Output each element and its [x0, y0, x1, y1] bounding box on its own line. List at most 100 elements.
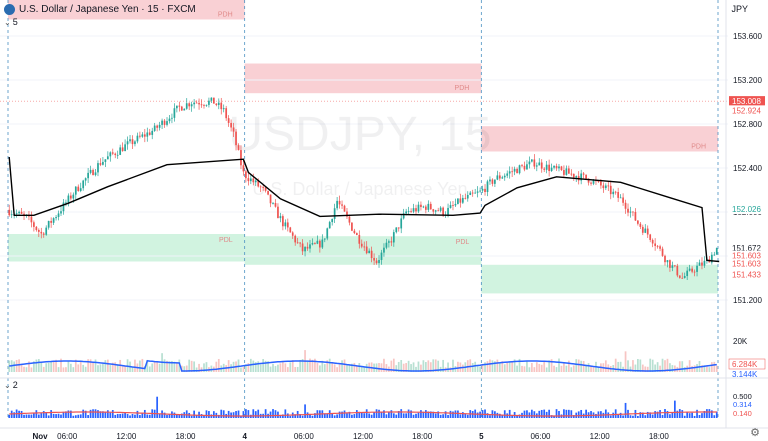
osc-bar	[277, 411, 279, 418]
osc-bar	[548, 409, 550, 418]
candle-body	[614, 191, 617, 193]
osc-bar	[498, 413, 501, 418]
volume-axis-label: 20K	[733, 337, 748, 346]
level5-label-badge	[729, 269, 765, 280]
candle-body	[156, 125, 159, 128]
candle-body	[57, 213, 60, 218]
candle-body	[535, 165, 538, 167]
candle-body	[425, 206, 427, 210]
osc-bar	[242, 411, 245, 418]
volume-bar	[617, 361, 620, 372]
candle-body	[249, 178, 252, 182]
osc-bar	[612, 412, 615, 418]
osc-bar	[681, 410, 684, 418]
volume-bar	[572, 365, 575, 372]
candle-body	[545, 164, 548, 170]
zone-label-1: PDH	[455, 85, 470, 92]
candle-body	[333, 208, 336, 219]
osc-bar	[639, 412, 642, 418]
gear-icon[interactable]: ⚙	[750, 427, 760, 439]
osc-bar	[180, 413, 183, 418]
volume-bar	[269, 366, 272, 372]
osc-bar	[294, 414, 297, 418]
osc-bar	[523, 410, 526, 418]
candle-body	[143, 134, 146, 137]
osc-bar	[245, 409, 247, 418]
volume-bar	[447, 362, 449, 372]
price-last2-label-badge	[729, 243, 765, 254]
volume-bar	[316, 363, 319, 372]
volume-bar	[656, 362, 659, 372]
volume-bar	[166, 360, 168, 372]
volume-bar	[274, 366, 277, 372]
candle-body	[97, 163, 99, 173]
candle-body	[282, 216, 284, 227]
candle-body	[245, 171, 247, 179]
osc-bar	[388, 411, 390, 418]
osc-bar	[461, 412, 464, 418]
volume-bar	[240, 367, 242, 372]
volume-bar	[481, 364, 484, 372]
level4-label-badge	[729, 258, 765, 269]
indicator-toggle[interactable]: ⌄ 5	[4, 17, 18, 27]
candle-body	[691, 268, 693, 272]
osc-bar	[432, 411, 435, 418]
osc-bar	[205, 410, 208, 418]
volume-bar	[476, 366, 479, 372]
osc-bar	[664, 409, 666, 418]
volume-bar	[415, 366, 417, 372]
volume-bar	[400, 360, 403, 372]
volume-bar	[62, 367, 65, 372]
osc-bar	[65, 411, 67, 418]
candle-body	[634, 211, 637, 221]
candle-body	[203, 105, 205, 106]
volume-bar	[479, 366, 481, 372]
osc-bar	[82, 409, 85, 418]
osc-bar	[688, 413, 691, 418]
candle-body	[410, 210, 412, 212]
candle-body	[166, 121, 168, 125]
candle-body	[323, 238, 326, 240]
osc-bar	[696, 409, 698, 418]
candle-body	[124, 144, 126, 152]
osc-bar	[74, 415, 77, 418]
candle-body	[422, 206, 425, 208]
osc-bar	[676, 410, 679, 418]
candle-body	[45, 227, 48, 235]
volume-bar	[397, 361, 400, 372]
volume-bar	[92, 362, 94, 372]
candle-body	[355, 233, 358, 235]
osc-bar	[299, 414, 301, 418]
candle-body	[163, 120, 166, 125]
osc-bar	[614, 409, 617, 418]
candle-body	[318, 240, 321, 248]
vwap-layer	[8, 156, 720, 263]
volume-bar	[442, 359, 444, 372]
volume-bar	[526, 361, 528, 372]
chart-legend[interactable]: U.S. Dollar / Japanese Yen · 15 · FXCM	[0, 0, 196, 18]
candle-body	[336, 200, 338, 209]
volume-bar	[286, 367, 289, 372]
candle-body	[62, 202, 65, 212]
osc-bar	[42, 411, 45, 418]
osc-bar	[348, 411, 351, 418]
candle-body	[82, 180, 85, 189]
volume-bar	[30, 367, 33, 372]
volume-bar	[190, 360, 193, 372]
pane2-toggle[interactable]: ⌄ 2	[4, 380, 18, 390]
candle-body	[360, 243, 363, 247]
osc-bar	[338, 411, 341, 418]
candle-body	[188, 103, 191, 107]
candle-body	[151, 130, 154, 135]
osc-bar	[701, 413, 703, 418]
osc-bar	[703, 410, 706, 418]
zones-layer: PDH PDH PDH PDL PDL	[8, 0, 718, 294]
volume-bar	[321, 360, 324, 372]
volume-bar	[97, 365, 99, 372]
price-tick-label: 152.800	[733, 120, 762, 129]
volume-bar	[681, 361, 684, 372]
candle-body	[89, 169, 92, 173]
volume-bar	[523, 366, 526, 372]
chevron-down-icon: ⌄	[4, 17, 11, 27]
